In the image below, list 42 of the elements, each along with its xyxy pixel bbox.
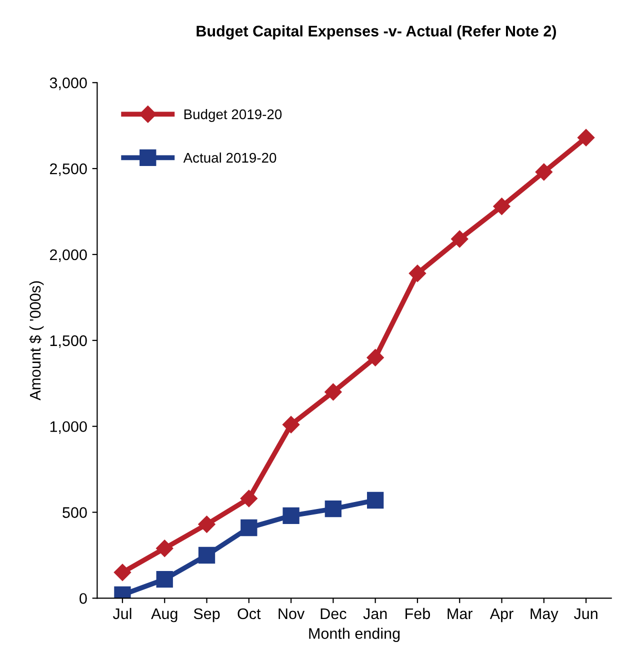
y-tick-label: 1,500: [50, 335, 87, 348]
legend-label: Actual 2019-20: [183, 152, 276, 163]
x-tick-label: Jan: [363, 608, 387, 620]
chart-title: Budget Capital Expenses -v- Actual (Refer Note 2): [196, 25, 556, 40]
point: [240, 519, 258, 536]
x-tick-label: Aug: [151, 608, 178, 622]
x-tick-label: Apr: [490, 608, 514, 622]
y-tick-label: 1,000: [50, 421, 87, 434]
y-tick-label: 500: [62, 507, 87, 518]
x-tick-label: Dec: [320, 608, 346, 620]
x-tick-label: Feb: [406, 608, 430, 620]
x-axis-title: Month ending: [309, 628, 400, 642]
legend-label: Budget 2019-20: [184, 109, 282, 122]
x-tick-label: Mar: [448, 608, 473, 620]
point: [577, 129, 595, 146]
x-tick-label: Oct: [238, 608, 261, 620]
y-tick-label: 2,500: [50, 163, 87, 176]
point: [324, 500, 342, 518]
point: [198, 546, 216, 564]
point: [282, 507, 300, 524]
point: [535, 163, 552, 181]
point: [114, 564, 132, 581]
point: [366, 349, 384, 366]
x-tick-label: Nov: [278, 608, 305, 620]
point: [366, 492, 384, 509]
x-tick-label: Sep: [194, 608, 220, 622]
point: [451, 230, 468, 248]
point: [240, 490, 258, 508]
y-axis-title: Amount $ ( '000s): [29, 281, 44, 400]
x-tick-label: Jun: [574, 608, 598, 620]
point: [493, 198, 510, 215]
point: [156, 570, 173, 588]
point: [408, 264, 426, 282]
x-tick-label: May: [530, 608, 558, 622]
y-tick-label: 3,000: [50, 77, 87, 90]
x-tick-label: Jul: [112, 608, 132, 620]
point: [156, 540, 174, 557]
y-tick-label: 2,000: [50, 249, 87, 262]
point: [198, 516, 216, 533]
y-tick-label: 0: [80, 593, 87, 604]
point: [282, 416, 300, 434]
point: [324, 383, 342, 401]
